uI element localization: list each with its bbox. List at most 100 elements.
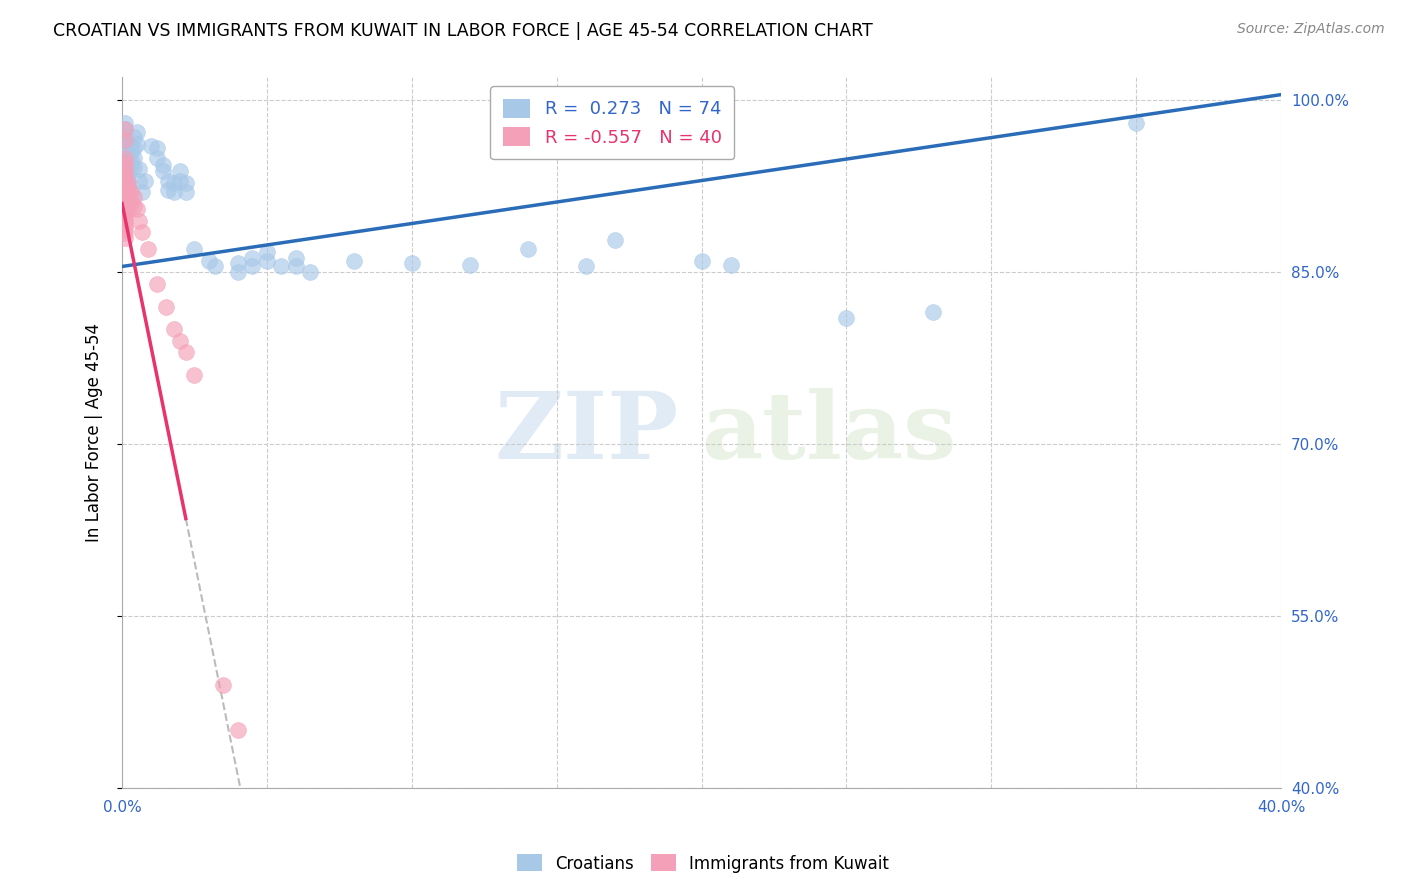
Point: [136, 242, 159, 256]
Point: [114, 231, 136, 245]
Point: [114, 185, 136, 199]
Legend: R =  0.273   N = 74, R = -0.557   N = 40: R = 0.273 N = 74, R = -0.557 N = 40: [491, 87, 734, 160]
Point: [183, 368, 205, 383]
Point: [122, 151, 145, 165]
Point: [284, 260, 307, 274]
Point: [163, 185, 186, 199]
Point: [183, 242, 205, 256]
Point: [117, 185, 139, 199]
Point: [226, 265, 249, 279]
Text: CROATIAN VS IMMIGRANTS FROM KUWAIT IN LABOR FORCE | AGE 45-54 CORRELATION CHART: CROATIAN VS IMMIGRANTS FROM KUWAIT IN LA…: [53, 22, 873, 40]
Point: [256, 244, 278, 259]
Point: [125, 125, 148, 139]
Point: [114, 133, 136, 147]
Point: [270, 260, 292, 274]
Point: [575, 260, 598, 274]
Point: [120, 145, 142, 159]
Point: [114, 173, 136, 187]
Point: [114, 176, 136, 190]
Point: [922, 305, 945, 319]
Point: [117, 139, 139, 153]
Point: [114, 169, 136, 183]
Point: [603, 233, 626, 247]
Point: [122, 189, 145, 203]
Point: [226, 256, 249, 270]
Point: [114, 167, 136, 181]
Point: [117, 176, 139, 190]
Text: Source: ZipAtlas.com: Source: ZipAtlas.com: [1237, 22, 1385, 37]
Point: [117, 151, 139, 165]
Point: [516, 242, 538, 256]
Point: [242, 252, 264, 266]
Point: [117, 145, 139, 159]
Point: [343, 253, 366, 268]
Point: [226, 723, 249, 738]
Point: [157, 183, 180, 197]
Point: [114, 153, 136, 167]
Point: [117, 194, 139, 209]
Point: [120, 153, 142, 167]
Point: [163, 176, 186, 190]
Point: [114, 180, 136, 194]
Point: [114, 189, 136, 203]
Point: [114, 221, 136, 235]
Point: [120, 185, 142, 199]
Point: [401, 256, 423, 270]
Point: [204, 260, 226, 274]
Point: [163, 322, 186, 336]
Point: [117, 203, 139, 218]
Point: [120, 139, 142, 153]
Point: [131, 185, 153, 199]
Point: [835, 311, 858, 326]
Point: [169, 173, 191, 187]
Point: [114, 116, 136, 130]
Text: atlas: atlas: [702, 388, 957, 477]
Point: [458, 258, 481, 272]
Point: [125, 202, 148, 217]
Point: [114, 147, 136, 161]
Point: [117, 173, 139, 187]
Point: [256, 253, 278, 268]
Point: [114, 212, 136, 227]
Point: [114, 226, 136, 240]
Text: ZIP: ZIP: [494, 388, 678, 477]
Point: [242, 260, 264, 274]
Point: [114, 171, 136, 186]
Point: [174, 185, 197, 199]
Point: [114, 159, 136, 173]
Point: [114, 180, 136, 194]
Point: [114, 136, 136, 151]
Point: [128, 173, 150, 187]
Point: [146, 151, 169, 165]
Point: [120, 160, 142, 174]
Point: [174, 345, 197, 359]
Point: [152, 157, 174, 171]
Point: [120, 196, 142, 211]
Point: [131, 225, 153, 239]
Legend: Croatians, Immigrants from Kuwait: Croatians, Immigrants from Kuwait: [510, 847, 896, 880]
Point: [114, 130, 136, 145]
Point: [284, 252, 307, 266]
Point: [198, 253, 221, 268]
Point: [117, 156, 139, 170]
Point: [122, 199, 145, 213]
Point: [299, 265, 322, 279]
Point: [117, 179, 139, 194]
Point: [114, 188, 136, 202]
Point: [146, 277, 169, 291]
Point: [114, 122, 136, 136]
Point: [114, 177, 136, 191]
Point: [720, 258, 742, 272]
Point: [114, 141, 136, 155]
Point: [152, 164, 174, 178]
Point: [114, 122, 136, 136]
Point: [114, 165, 136, 179]
Point: [122, 141, 145, 155]
Point: [690, 253, 713, 268]
Point: [157, 173, 180, 187]
Point: [128, 162, 150, 177]
Y-axis label: In Labor Force | Age 45-54: In Labor Force | Age 45-54: [86, 323, 103, 542]
Point: [114, 199, 136, 213]
Point: [114, 208, 136, 222]
Point: [114, 162, 136, 177]
